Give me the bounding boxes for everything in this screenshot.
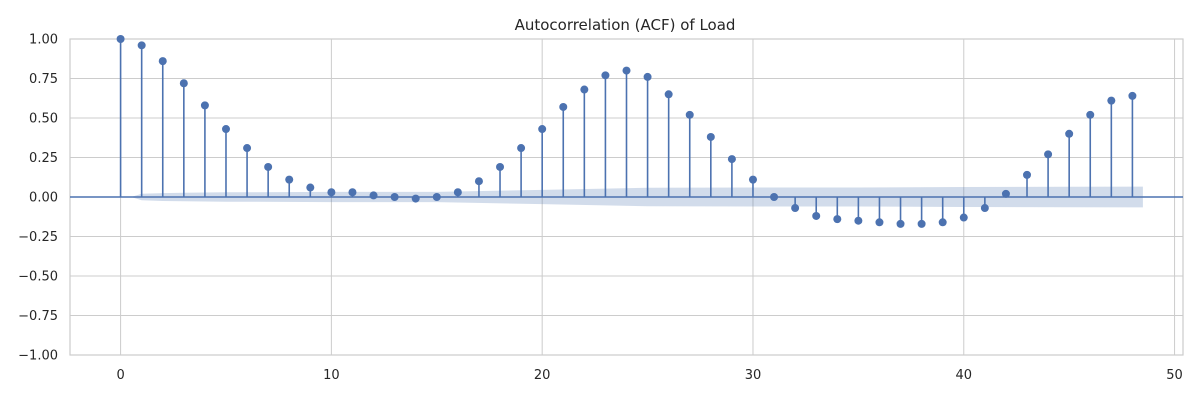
acf-point	[243, 144, 252, 153]
acf-point	[390, 193, 399, 201]
acf-point	[285, 175, 294, 184]
y-tick-label: −0.50	[18, 270, 58, 285]
acf-point	[727, 155, 736, 164]
acf-point	[1086, 110, 1095, 119]
acf-point	[938, 218, 947, 227]
acf-point	[327, 188, 336, 197]
acf-point	[580, 85, 589, 94]
y-tick-label: −0.25	[18, 230, 58, 245]
x-tick-label: 0	[116, 368, 124, 383]
acf-point	[875, 218, 884, 227]
acf-point	[643, 72, 652, 81]
acf-point	[496, 162, 505, 171]
y-tick-label: 0.50	[29, 112, 58, 127]
acf-point	[917, 219, 926, 228]
acf-point	[306, 183, 315, 192]
acf-point	[980, 204, 989, 213]
acf-point	[474, 177, 483, 186]
acf-point	[685, 110, 694, 119]
acf-point	[200, 101, 209, 110]
x-tick-label: 20	[534, 368, 551, 383]
acf-point	[1044, 150, 1053, 159]
acf-point	[1065, 129, 1074, 138]
acf-point	[221, 125, 230, 134]
acf-point	[1001, 189, 1010, 198]
acf-point	[1107, 96, 1116, 105]
acf-point	[770, 193, 779, 201]
acf-point	[854, 216, 863, 225]
x-tick-label: 30	[745, 368, 762, 383]
acf-point	[264, 162, 273, 171]
acf-point	[1023, 170, 1032, 179]
y-tick-label: −1.00	[18, 349, 58, 364]
acf-point	[812, 211, 821, 220]
y-tick-label: 0.75	[29, 72, 58, 87]
acf-point	[116, 35, 125, 43]
acf-point	[896, 219, 905, 228]
y-tick-label: 0.00	[29, 191, 58, 206]
acf-point	[664, 90, 673, 99]
x-tick-label: 50	[1166, 368, 1183, 383]
acf-point	[517, 144, 526, 153]
y-tick-label: 0.25	[29, 151, 58, 166]
x-tick-label: 10	[323, 368, 340, 383]
acf-point	[833, 215, 842, 224]
acf-point	[179, 79, 188, 88]
chart-title: Autocorrelation (ACF) of Load	[515, 16, 736, 34]
acf-point	[791, 204, 800, 213]
acf-point	[706, 132, 715, 141]
acf-point	[348, 188, 357, 197]
plot-area: 0 10 20 30 40 50 −1.00 −0.75 −0.50 −0.25 0.00 0.25 0…	[18, 33, 1184, 383]
y-tick-label: −0.75	[18, 309, 58, 324]
acf-point	[748, 175, 757, 184]
x-tick-label: 40	[955, 368, 972, 383]
acf-point	[959, 213, 968, 222]
acf-point	[137, 41, 146, 50]
acf-point	[158, 57, 167, 66]
acf-point	[622, 66, 631, 75]
acf-point	[538, 125, 547, 134]
acf-point	[601, 71, 610, 80]
acf-point	[411, 194, 420, 203]
acf-point	[453, 188, 462, 197]
y-tick-label: 1.00	[29, 33, 58, 48]
acf-point	[559, 102, 568, 111]
acf-point	[1128, 91, 1137, 100]
acf-point	[369, 191, 378, 200]
acf-point	[432, 193, 441, 201]
